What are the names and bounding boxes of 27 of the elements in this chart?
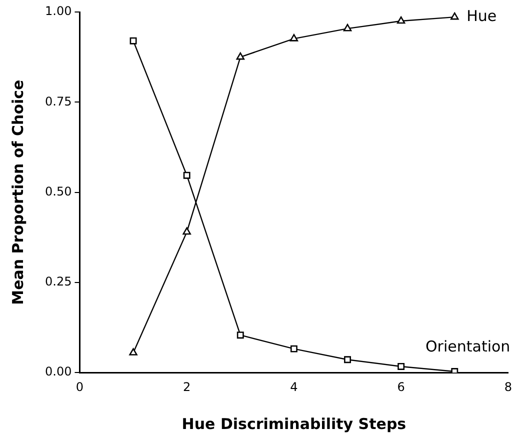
x-tick-label: 6 — [397, 380, 405, 394]
point — [344, 356, 351, 364]
point — [290, 34, 298, 42]
x-tick-label: 8 — [504, 380, 512, 394]
y-axis-title: Mean Proportion of Choice — [8, 80, 27, 305]
point — [396, 16, 406, 24]
point — [290, 345, 298, 352]
point — [236, 52, 245, 60]
point — [398, 362, 405, 370]
y-tick-label: 1.00 — [45, 4, 72, 18]
x-tick-label: 0 — [76, 380, 84, 394]
x-tick-label: 4 — [290, 380, 298, 394]
y-tick-label: 0.75 — [45, 94, 72, 108]
point — [450, 12, 459, 20]
series-label: Hue — [466, 6, 497, 25]
y-tick-label: 0.00 — [45, 364, 72, 379]
x-tick-label: 2 — [183, 380, 191, 394]
point — [130, 37, 137, 44]
y-tick-label: 0.50 — [45, 184, 72, 198]
point — [183, 172, 190, 179]
x-axis-title: Hue Discriminability Steps — [182, 414, 406, 433]
point — [182, 227, 191, 235]
series-label: Orientation — [425, 337, 510, 356]
y-tick-label: 0.25 — [45, 274, 72, 289]
point — [129, 348, 138, 356]
point — [236, 332, 244, 339]
point — [343, 24, 352, 32]
